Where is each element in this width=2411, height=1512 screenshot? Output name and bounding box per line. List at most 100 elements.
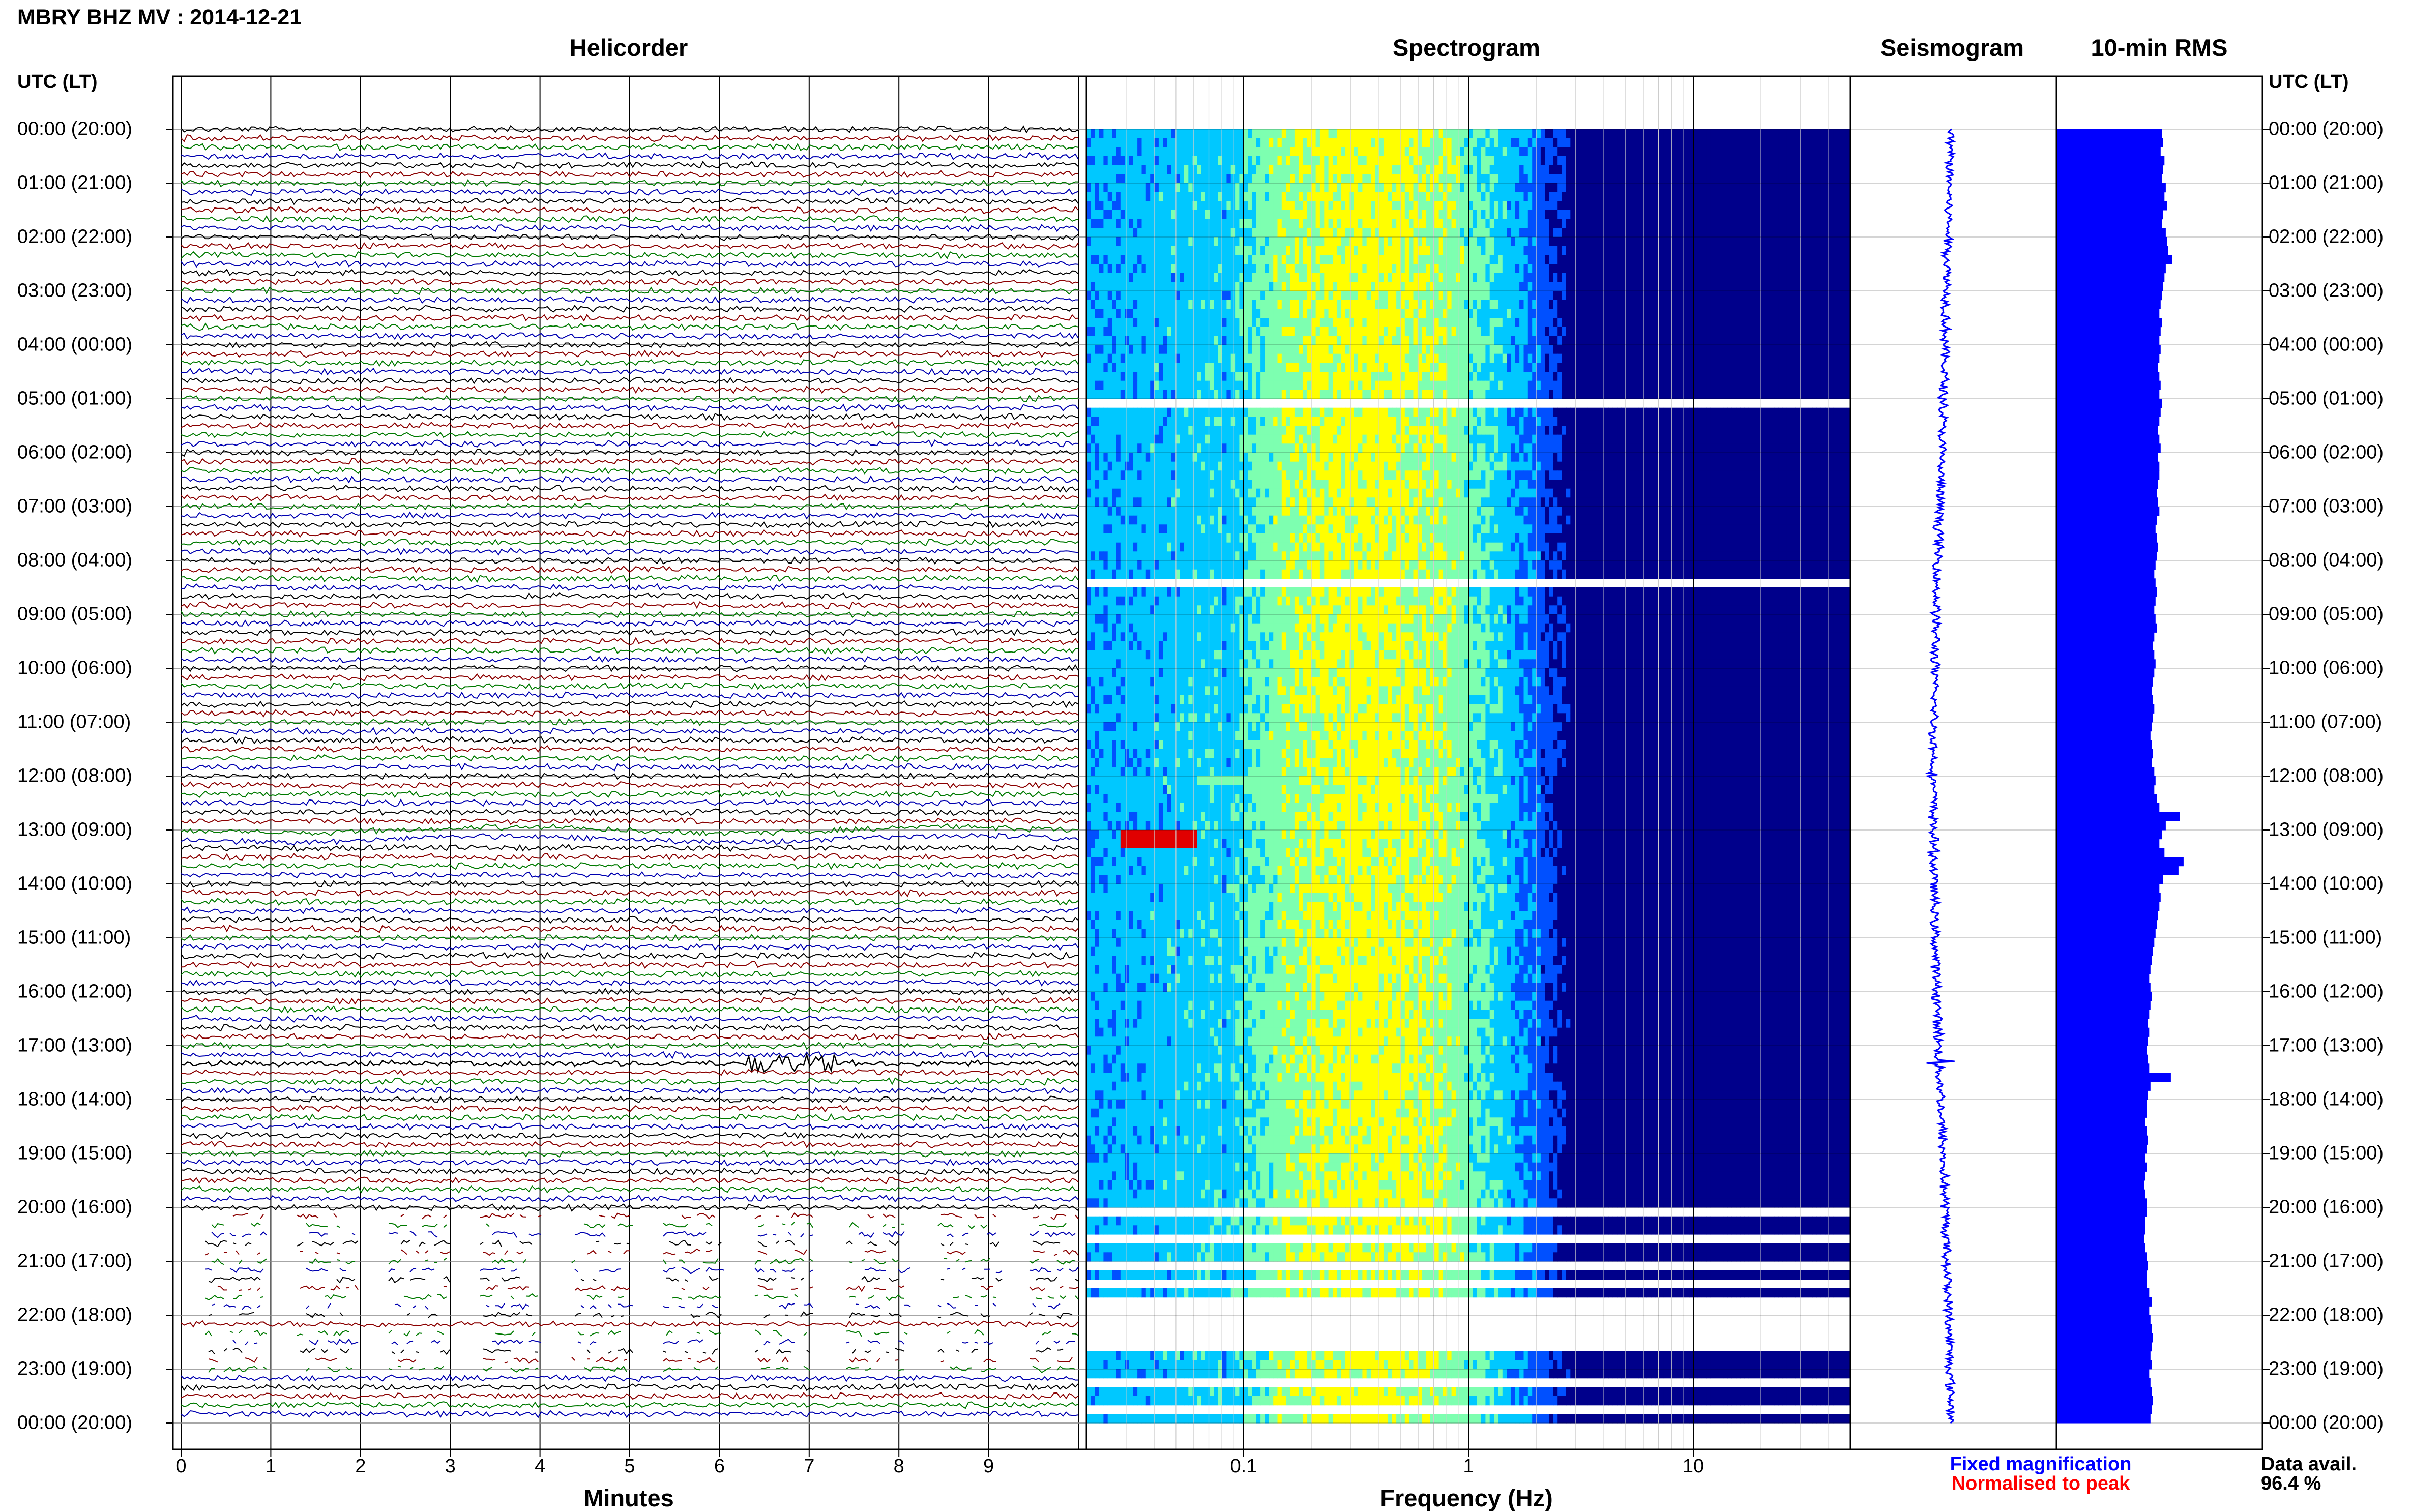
spectrogram-cell bbox=[1829, 282, 1834, 291]
spectrogram-cell bbox=[1460, 300, 1464, 309]
spectrogram-cell bbox=[1838, 300, 1842, 309]
spectrogram-cell bbox=[1422, 282, 1426, 291]
spectrogram-cell bbox=[1282, 219, 1286, 228]
spectrogram-cell bbox=[1800, 129, 1804, 138]
spectrogram-cell bbox=[1778, 255, 1783, 264]
spectrogram-cell bbox=[1286, 273, 1290, 282]
spectrogram-cell bbox=[1193, 336, 1197, 345]
spectrogram-cell bbox=[1401, 273, 1405, 282]
spectrogram-cell bbox=[1804, 228, 1808, 237]
spectrogram-cell bbox=[1626, 201, 1630, 210]
spectrogram-cell bbox=[1159, 246, 1163, 255]
spectrogram-cell bbox=[1774, 309, 1779, 318]
spectrogram-cell bbox=[1460, 282, 1464, 291]
spectrogram-cell bbox=[1371, 291, 1375, 300]
spectrogram-cell bbox=[1579, 345, 1583, 354]
spectrogram-cell bbox=[1256, 354, 1261, 363]
spectrogram-cell bbox=[1439, 318, 1444, 327]
spectrogram-cell bbox=[1273, 165, 1278, 174]
spectrogram-cell bbox=[1787, 300, 1791, 309]
spectrogram-cell bbox=[1371, 345, 1375, 354]
spectrogram-cell bbox=[1481, 318, 1486, 327]
spectrogram-cell bbox=[1206, 147, 1210, 156]
spectrogram-cell bbox=[1791, 327, 1796, 336]
spectrogram-cell bbox=[1235, 237, 1240, 246]
spectrogram-cell bbox=[1362, 318, 1367, 327]
spectrogram-cell bbox=[1468, 201, 1473, 210]
spectrogram-cell bbox=[1702, 291, 1707, 300]
spectrogram-cell bbox=[1727, 345, 1732, 354]
spectrogram-cell bbox=[1159, 318, 1163, 327]
spectrogram-cell bbox=[1320, 147, 1325, 156]
spectrogram-cell bbox=[1498, 282, 1503, 291]
spectrogram-cell bbox=[1770, 273, 1775, 282]
spectrogram-cell bbox=[1596, 174, 1600, 183]
spectrogram-cell bbox=[1617, 336, 1622, 345]
spectrogram-cell bbox=[1761, 327, 1766, 336]
spectrogram-cell bbox=[1736, 165, 1741, 174]
spectrogram-cell bbox=[1091, 174, 1095, 183]
spectrogram-cell bbox=[1604, 219, 1609, 228]
spectrogram-cell bbox=[1260, 309, 1265, 318]
spectrogram-cell bbox=[1592, 174, 1596, 183]
spectrogram-cell bbox=[1783, 327, 1787, 336]
spectrogram-cell bbox=[1711, 201, 1715, 210]
spectrogram-cell bbox=[1155, 201, 1159, 210]
spectrogram-cell bbox=[1766, 156, 1770, 165]
spectrogram-cell bbox=[1430, 354, 1435, 363]
spectrogram-cell bbox=[1698, 147, 1702, 156]
spectrogram-cell bbox=[1460, 345, 1464, 354]
spectrogram-cell bbox=[1201, 273, 1206, 282]
spectrogram-cell bbox=[1133, 246, 1138, 255]
spectrogram-cell bbox=[1524, 246, 1528, 255]
spectrogram-cell bbox=[1214, 300, 1218, 309]
spectrogram-cell bbox=[1706, 318, 1711, 327]
spectrogram-cell bbox=[1426, 264, 1431, 273]
spectrogram-cell bbox=[1808, 327, 1813, 336]
spectrogram-cell bbox=[1311, 219, 1316, 228]
spectrogram-cell bbox=[1269, 327, 1274, 336]
spectrogram-cell bbox=[1557, 219, 1562, 228]
spectrogram-cell bbox=[1545, 219, 1549, 228]
spectrogram-cell bbox=[1626, 309, 1630, 318]
spectrogram-cell bbox=[1206, 309, 1210, 318]
spectrogram-cell bbox=[1434, 345, 1439, 354]
spectrogram-cell bbox=[1829, 237, 1834, 246]
spectrogram-cell bbox=[1587, 129, 1592, 138]
spectrogram-cell bbox=[1749, 273, 1753, 282]
spectrogram-cell bbox=[1392, 228, 1397, 237]
spectrogram-cell bbox=[1490, 228, 1494, 237]
spectrogram-cell bbox=[1842, 138, 1846, 147]
spectrogram-cell bbox=[1570, 183, 1575, 192]
spectrogram-cell bbox=[1515, 291, 1520, 300]
spectrogram-cell bbox=[1278, 282, 1282, 291]
spectrogram-cell bbox=[1651, 246, 1656, 255]
spectrogram-cell bbox=[1311, 210, 1316, 219]
spectrogram-cell bbox=[1507, 183, 1511, 192]
spectrogram-cell bbox=[1579, 129, 1583, 138]
spectrogram-cell bbox=[1553, 345, 1558, 354]
spectrogram-cell bbox=[1494, 237, 1498, 246]
spectrogram-cell bbox=[1651, 264, 1656, 273]
spectrogram-cell bbox=[1163, 282, 1167, 291]
spectrogram-cell bbox=[1812, 129, 1817, 138]
spectrogram-cell bbox=[1099, 282, 1104, 291]
spectrogram-cell bbox=[1108, 156, 1112, 165]
spectrogram-cell bbox=[1800, 165, 1804, 174]
spectrogram-cell bbox=[1498, 237, 1503, 246]
spectrogram-cell bbox=[1345, 165, 1350, 174]
spectrogram-cell bbox=[1311, 138, 1316, 147]
spectrogram-cell bbox=[1452, 129, 1456, 138]
spectrogram-cell bbox=[1545, 147, 1549, 156]
spectrogram-cell bbox=[1490, 255, 1494, 264]
spectrogram-cell bbox=[1188, 228, 1193, 237]
spectrogram-cell bbox=[1596, 291, 1600, 300]
spectrogram-cell bbox=[1418, 282, 1422, 291]
spectrogram-cell bbox=[1133, 237, 1138, 246]
spectrogram-cell bbox=[1626, 336, 1630, 345]
spectrogram-cell bbox=[1787, 138, 1791, 147]
spectrogram-cell bbox=[1796, 255, 1800, 264]
spectrogram-cell bbox=[1430, 183, 1435, 192]
spectrogram-cell bbox=[1345, 318, 1350, 327]
spectrogram-cell bbox=[1137, 345, 1142, 354]
